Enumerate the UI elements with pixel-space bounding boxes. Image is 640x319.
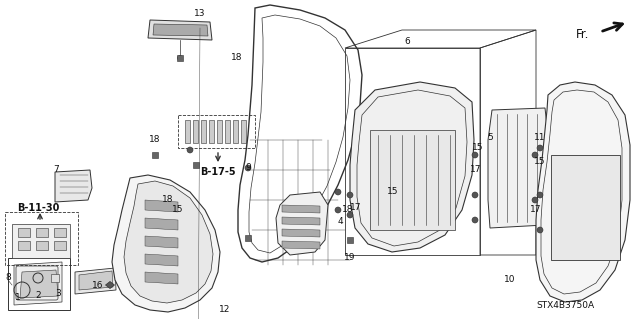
Polygon shape [193,120,198,143]
Text: B-11-30: B-11-30 [17,203,59,213]
Text: 3: 3 [55,288,61,298]
Text: 18: 18 [163,196,173,204]
Polygon shape [282,229,320,237]
Circle shape [177,56,182,61]
Polygon shape [12,224,70,258]
Text: STX4B3750A: STX4B3750A [536,300,594,309]
Polygon shape [241,120,246,143]
Text: 2: 2 [35,291,41,300]
Circle shape [537,192,543,198]
Circle shape [335,207,341,213]
Bar [245,235,251,241]
Polygon shape [282,241,320,249]
Polygon shape [282,217,320,225]
Text: 15: 15 [172,205,184,214]
Polygon shape [14,262,62,305]
Bar [177,55,183,61]
Text: 6: 6 [404,38,410,47]
Text: Fr.: Fr. [576,28,589,41]
Text: 13: 13 [195,10,205,19]
Text: 9: 9 [245,164,251,173]
Bar [193,162,199,168]
Polygon shape [201,120,206,143]
Text: 15: 15 [534,158,546,167]
Text: 15: 15 [387,188,399,197]
Polygon shape [145,218,178,230]
Circle shape [245,165,251,171]
Polygon shape [153,24,208,36]
Polygon shape [112,175,220,312]
Polygon shape [233,120,238,143]
Polygon shape [36,241,48,250]
Text: 5: 5 [487,133,493,143]
Text: 19: 19 [344,254,356,263]
Circle shape [537,145,543,151]
Polygon shape [276,192,328,255]
Circle shape [187,147,193,153]
Polygon shape [18,228,30,237]
Text: 17: 17 [350,204,362,212]
Text: 8: 8 [5,273,11,283]
Text: 18: 18 [231,54,243,63]
Polygon shape [551,155,620,260]
Polygon shape [145,200,178,212]
Text: 15: 15 [472,144,484,152]
Bar [347,237,353,243]
Circle shape [472,192,478,198]
Text: 7: 7 [53,166,59,174]
Polygon shape [75,268,116,294]
Text: 11: 11 [534,133,546,143]
Polygon shape [55,170,92,202]
Text: 18: 18 [149,136,161,145]
Polygon shape [18,241,30,250]
Polygon shape [106,281,115,288]
Circle shape [532,197,538,203]
Polygon shape [79,271,113,290]
Text: 16: 16 [92,280,104,290]
Polygon shape [225,120,230,143]
Polygon shape [124,181,213,303]
Text: 10: 10 [504,276,516,285]
Polygon shape [20,270,58,298]
Text: 18: 18 [342,205,354,214]
Circle shape [472,217,478,223]
Circle shape [472,152,478,158]
Circle shape [347,192,353,198]
Circle shape [537,227,543,233]
Polygon shape [209,120,214,143]
Circle shape [335,189,341,195]
Polygon shape [36,228,48,237]
Text: 12: 12 [220,306,230,315]
Circle shape [347,212,353,218]
Polygon shape [145,272,178,284]
Text: 17: 17 [531,205,541,214]
Polygon shape [145,254,178,266]
Text: 4: 4 [337,218,343,226]
Polygon shape [282,205,320,213]
Polygon shape [145,236,178,248]
Text: 17: 17 [470,166,482,174]
Polygon shape [536,82,630,302]
Polygon shape [185,120,190,143]
Polygon shape [488,108,548,228]
Polygon shape [54,228,66,237]
Text: 1: 1 [15,293,21,302]
Bar [152,152,158,158]
Polygon shape [148,20,212,40]
Circle shape [532,152,538,158]
Bar [51,274,59,282]
Polygon shape [217,120,222,143]
Text: B-17-5: B-17-5 [200,167,236,177]
Polygon shape [54,241,66,250]
Polygon shape [350,82,474,252]
Polygon shape [370,130,455,230]
